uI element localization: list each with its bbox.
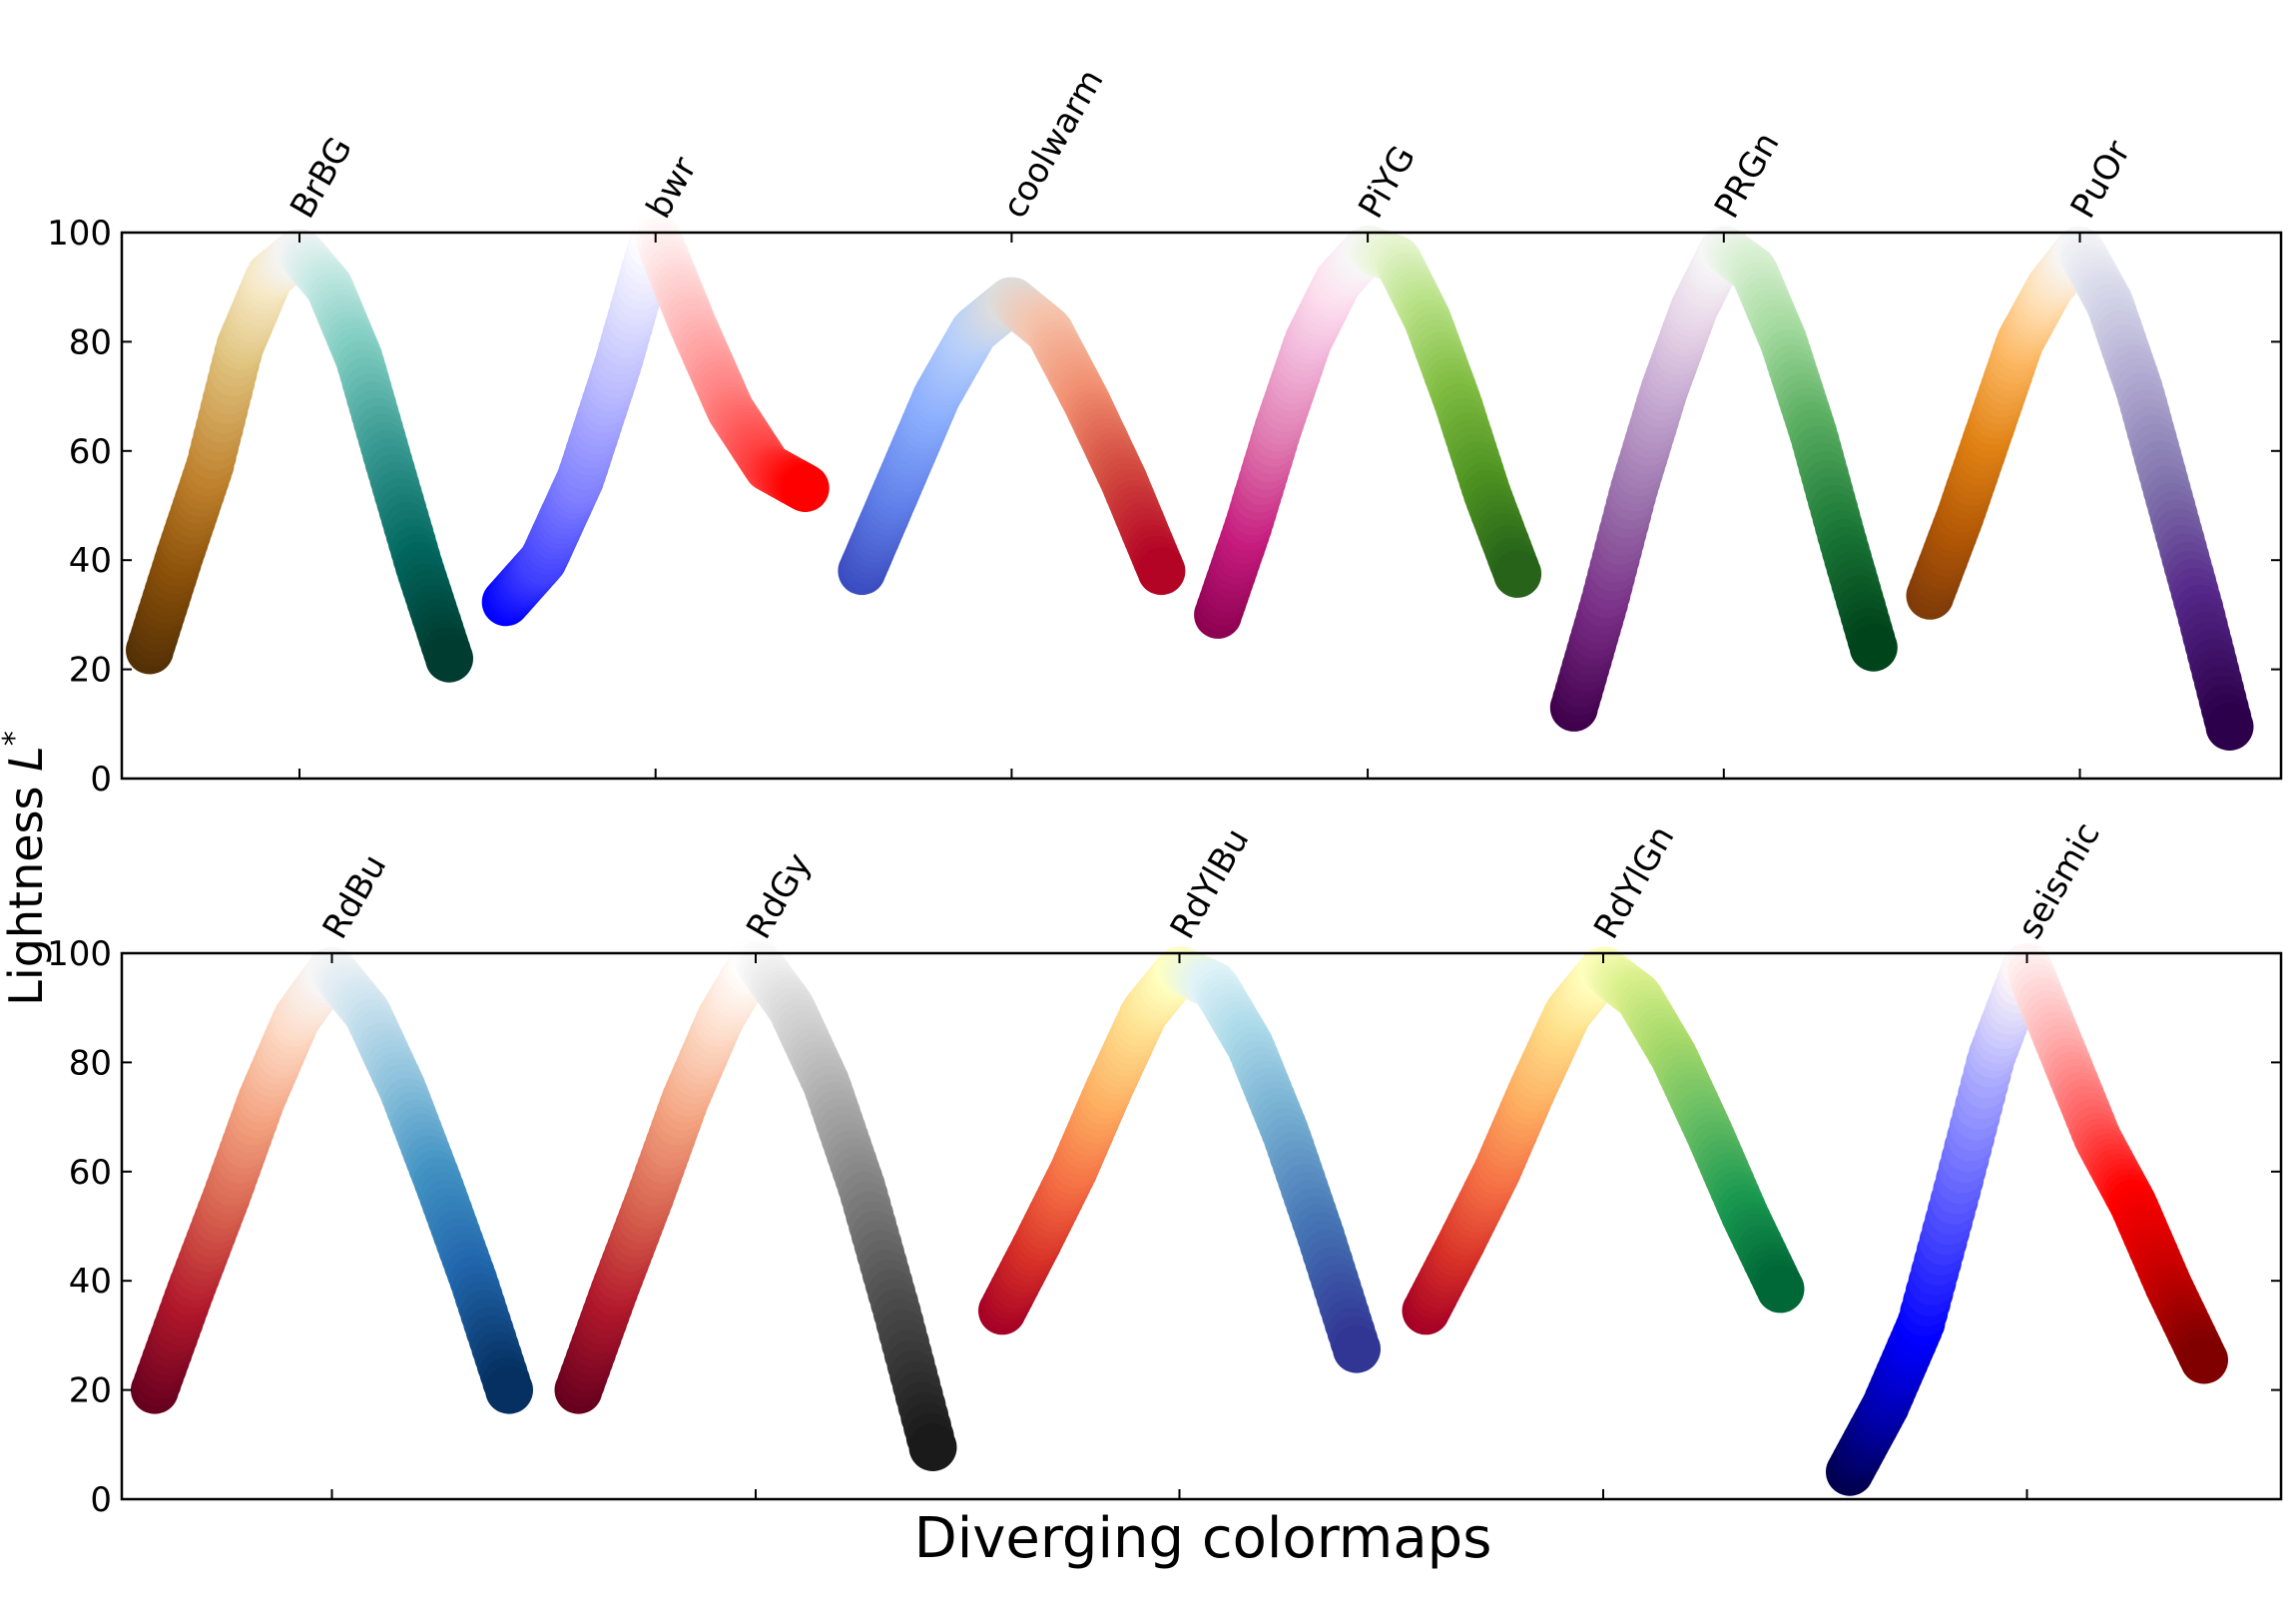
colormap-name-label: coolwarm <box>995 63 1112 226</box>
colormap-name-label: RdYlBu <box>1163 821 1258 945</box>
colormap-name-label: RdGy <box>739 846 819 945</box>
y-tick-label: 80 <box>69 1043 112 1083</box>
colormap-point <box>2180 1335 2228 1384</box>
colormap-point <box>2205 703 2254 751</box>
y-tick-label: 40 <box>69 1262 112 1302</box>
y-tick-label: 0 <box>90 1480 112 1520</box>
colormap-name-label: BrBG <box>283 131 360 226</box>
y-tick-label: 40 <box>69 541 112 581</box>
bottom-panel: 0 20 40 60 80 100 RdBu RdGy RdYlBu RdYlGn seismic <box>47 815 2283 1520</box>
y-tick-label: 80 <box>69 322 112 362</box>
colormap-name-label: PuOr <box>2063 134 2139 225</box>
top-panel-frame <box>120 231 2283 781</box>
top-panel-colormap-names: BrBG bwr coolwarm PiYG PRGn PuOr <box>283 63 2138 226</box>
bottom-panel-frame <box>120 951 2283 1501</box>
y-tick-label: 0 <box>90 760 112 799</box>
bottom-panel-markers <box>131 936 2228 1496</box>
bottom-panel-ticks: 0 20 40 60 80 100 <box>47 934 2281 1520</box>
colormap-point <box>781 464 830 512</box>
y-tick-label: 20 <box>69 1371 112 1411</box>
bottom-panel-colormap-names: RdBu RdGy RdYlBu RdYlGn seismic <box>315 815 2108 945</box>
colormap-point <box>1137 547 1186 596</box>
y-tick-label: 100 <box>47 934 112 974</box>
colormap-name-label: PiYG <box>1351 139 1424 225</box>
top-panel-ticks: 0 20 40 60 80 100 <box>47 214 2281 799</box>
colormap-name-label: RdYlGn <box>1586 819 1682 946</box>
colormap-point <box>1493 549 1542 598</box>
colormap-point <box>1756 1265 1805 1314</box>
colormap-point <box>1333 1325 1381 1373</box>
colormap-point <box>1849 623 1898 672</box>
top-panel-markers <box>126 211 2254 751</box>
y-tick-label: 100 <box>47 214 112 254</box>
colormap-name-label: PRGn <box>1707 126 1788 226</box>
x-axis-label: Diverging colormaps <box>914 1506 1492 1571</box>
y-axis-label: Lightness L* <box>0 731 53 1005</box>
colormap-name-label: seismic <box>2010 815 2108 945</box>
colormap-point <box>425 634 473 683</box>
y-tick-label: 60 <box>69 1153 112 1193</box>
y-tick-label: 20 <box>69 651 112 691</box>
y-tick-label: 60 <box>69 432 112 472</box>
colormap-name-label: RdBu <box>315 847 395 945</box>
colormap-point <box>485 1365 533 1414</box>
colormap-point <box>908 1423 957 1471</box>
